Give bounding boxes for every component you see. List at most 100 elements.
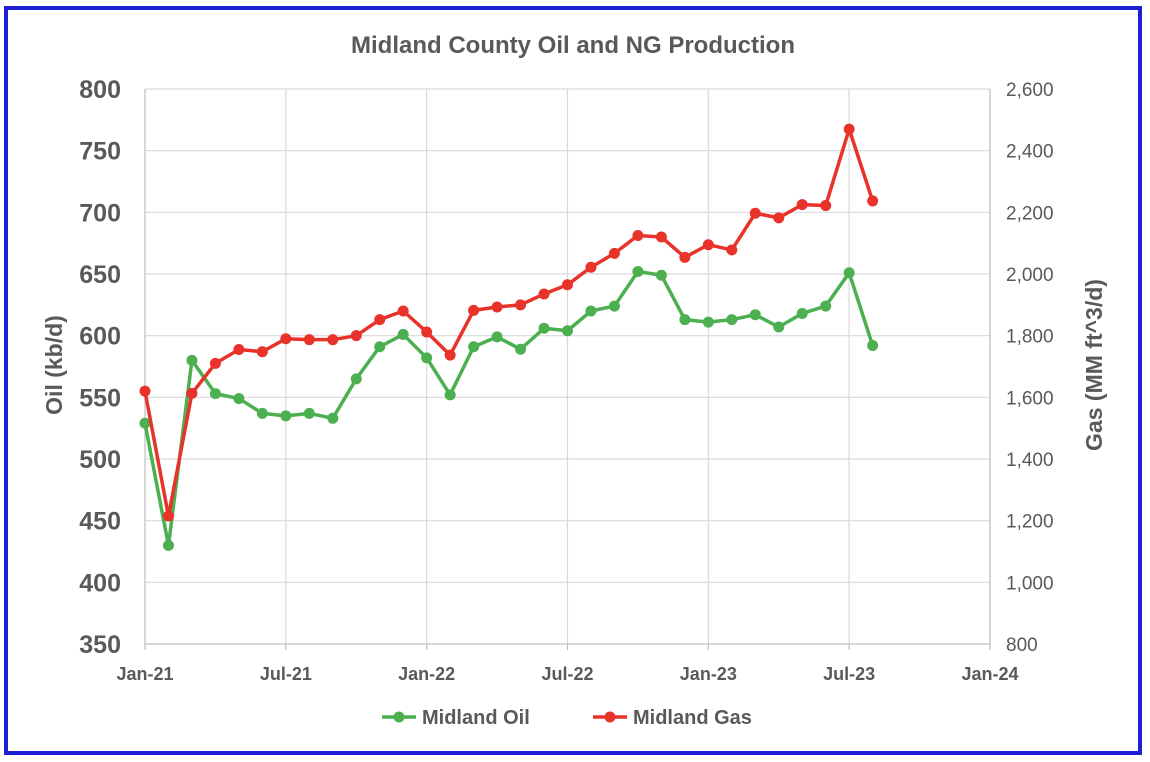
data-point-midland-gas — [139, 385, 151, 397]
y-right-tick-label: 2,600 — [1006, 80, 1054, 101]
data-point-midland-oil — [796, 307, 808, 319]
data-point-midland-oil — [280, 410, 292, 422]
data-point-midland-gas — [233, 344, 245, 356]
data-point-midland-gas — [632, 229, 644, 241]
y-right-tick-label: 2,400 — [1006, 142, 1054, 163]
data-point-midland-oil — [327, 412, 339, 424]
y-right-tick-label: 1,000 — [1006, 573, 1054, 594]
data-point-midland-oil — [655, 269, 667, 281]
data-point-midland-oil — [491, 331, 503, 343]
legend: Midland Oil Midland Gas — [382, 707, 752, 729]
data-point-midland-gas — [538, 288, 550, 300]
data-point-midland-gas — [303, 334, 315, 346]
data-point-midland-gas — [749, 207, 761, 219]
y-left-tick-label: 600 — [79, 323, 121, 351]
x-tick-label: Jan-21 — [116, 664, 173, 684]
data-point-midland-gas — [468, 304, 480, 316]
data-point-midland-oil — [538, 322, 550, 334]
data-point-midland-gas — [608, 247, 620, 259]
series-line-midland-oil — [143, 269, 875, 548]
x-tick-label: Jul-23 — [823, 664, 875, 684]
data-point-midland-oil — [608, 300, 620, 312]
y-left-tick-label: 700 — [79, 199, 121, 227]
data-point-midland-oil — [679, 314, 691, 326]
data-point-midland-oil — [209, 388, 221, 400]
x-tick-label: Jul-21 — [260, 664, 312, 684]
data-point-midland-oil — [444, 389, 456, 401]
series-line-midland-gas — [143, 127, 875, 518]
y-left-tick-label: 550 — [79, 384, 121, 412]
data-point-midland-gas — [867, 195, 879, 207]
data-point-midland-gas — [256, 346, 268, 358]
y-left-tick-label: 450 — [79, 508, 121, 536]
data-point-midland-gas — [397, 305, 409, 317]
legend-label-midland-oil: Midland Oil — [422, 707, 530, 729]
y-left-tick-label: 400 — [79, 569, 121, 597]
data-point-midland-oil — [702, 316, 714, 328]
data-point-midland-gas — [796, 199, 808, 211]
data-point-midland-oil — [139, 417, 151, 429]
y-axis-left-label: Oil (kb/d) — [41, 315, 67, 415]
data-point-midland-gas — [374, 314, 386, 326]
data-point-midland-oil — [397, 328, 409, 340]
data-point-midland-gas — [702, 239, 714, 251]
axes: 350 800 400 1,000 450 1,200 500 1,400 550 1,600 60… — [79, 76, 1053, 684]
data-point-midland-gas — [843, 123, 855, 135]
chart-frame — [4, 6, 1142, 755]
data-point-midland-oil — [468, 341, 480, 353]
y-right-tick-label: 800 — [1006, 635, 1038, 656]
y-left-tick-label: 650 — [79, 261, 121, 289]
data-point-midland-oil — [867, 340, 879, 352]
data-point-midland-gas — [585, 261, 597, 273]
x-tick-label: Jan-23 — [680, 664, 737, 684]
y-left-tick-label: 350 — [79, 631, 121, 659]
data-point-midland-gas — [773, 212, 785, 224]
data-point-midland-oil — [350, 373, 362, 385]
data-point-midland-oil — [749, 309, 761, 321]
data-point-midland-oil — [820, 300, 832, 312]
data-point-midland-gas — [820, 200, 832, 212]
y-left-tick-label: 800 — [79, 76, 121, 104]
data-point-midland-gas — [726, 244, 738, 256]
chart-title: Midland County Oil and NG Production — [351, 32, 795, 59]
data-point-midland-gas — [209, 357, 221, 369]
x-tick-label: Jan-24 — [961, 664, 1018, 684]
y-right-tick-label: 1,400 — [1006, 450, 1054, 471]
data-point-midland-gas — [350, 330, 362, 342]
x-tick-label: Jul-22 — [541, 664, 593, 684]
y-right-tick-label: 1,800 — [1006, 327, 1054, 348]
data-point-midland-oil — [374, 341, 386, 353]
data-point-midland-gas — [162, 510, 174, 522]
data-point-midland-oil — [515, 343, 527, 355]
y-right-tick-label: 2,200 — [1006, 203, 1054, 224]
data-point-midland-gas — [421, 326, 433, 338]
legend-label-midland-gas: Midland Gas — [633, 707, 752, 729]
y-left-tick-label: 750 — [79, 138, 121, 166]
data-point-midland-oil — [256, 407, 268, 419]
y-axis-right-label: Gas (MM ft^3/d) — [1081, 279, 1107, 451]
data-point-midland-gas — [444, 349, 456, 361]
data-point-midland-oil — [562, 325, 573, 337]
legend-marker-midland-oil — [393, 711, 405, 723]
y-left-tick-label: 500 — [79, 446, 121, 474]
data-point-midland-oil — [726, 314, 738, 326]
data-point-midland-gas — [515, 299, 527, 311]
data-point-midland-gas — [491, 301, 503, 313]
data-point-midland-gas — [327, 334, 339, 346]
data-point-midland-oil — [303, 407, 315, 419]
y-right-tick-label: 1,600 — [1006, 388, 1054, 409]
data-point-midland-oil — [585, 305, 597, 317]
data-point-midland-oil — [186, 354, 198, 366]
y-right-tick-label: 1,200 — [1006, 512, 1054, 533]
data-point-midland-oil — [233, 393, 245, 405]
data-point-midland-oil — [773, 321, 785, 333]
x-tick-label: Jan-22 — [398, 664, 455, 684]
data-point-midland-gas — [562, 279, 573, 291]
data-point-midland-gas — [655, 231, 667, 243]
data-point-midland-gas — [186, 387, 198, 399]
data-point-midland-gas — [679, 251, 691, 263]
series-layer — [139, 123, 879, 551]
data-point-midland-oil — [421, 352, 433, 364]
data-point-midland-gas — [280, 333, 292, 345]
